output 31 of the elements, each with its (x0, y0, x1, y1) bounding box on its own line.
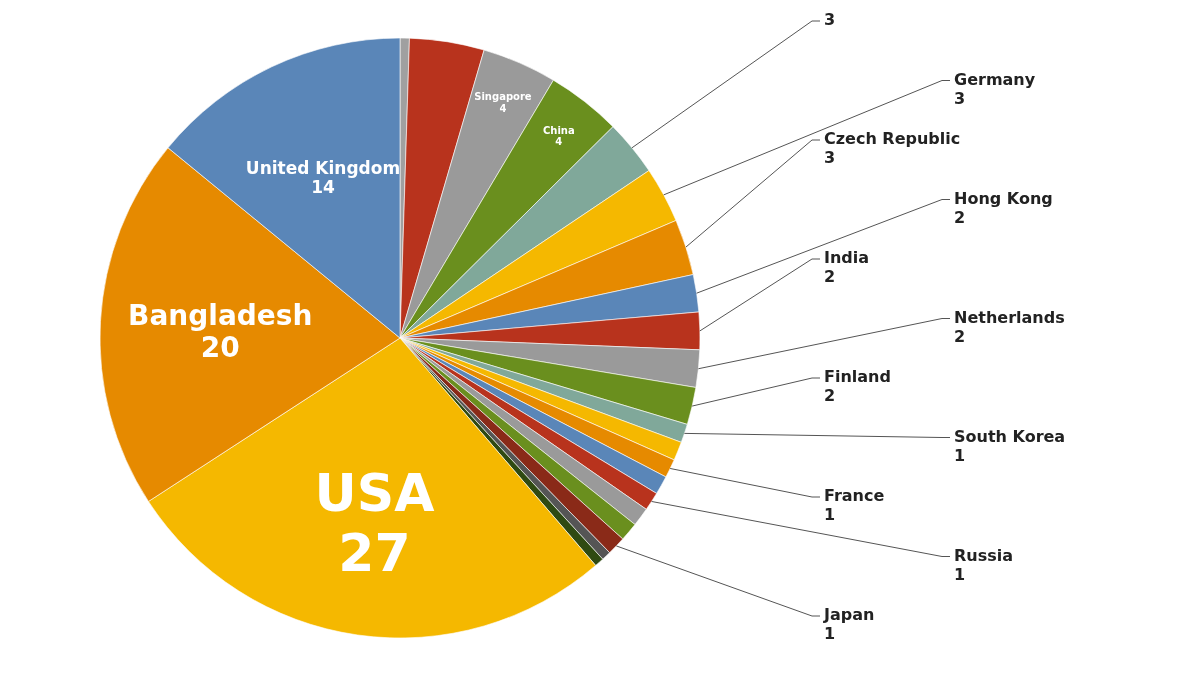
data-label: 1 (954, 564, 966, 584)
slice-label: China (542, 124, 575, 136)
data-label: 1 (824, 505, 836, 524)
slice-label: Japan (823, 605, 875, 624)
data-label: 27 (338, 522, 411, 583)
data-label: 2 (824, 386, 836, 405)
data-label: 4 (499, 102, 507, 114)
data-label: 4 (555, 136, 563, 148)
slice-label: Germany (954, 69, 1036, 89)
data-label: 2 (824, 267, 836, 286)
slice-label: South Korea (954, 426, 1066, 446)
data-label: 3 (824, 10, 836, 29)
data-label: 20 (200, 331, 240, 365)
slice-label: USA (314, 462, 435, 523)
slice-label: Russia (954, 545, 1014, 565)
data-label: 3 (954, 88, 966, 108)
slice-label: Finland (824, 367, 891, 386)
slice-label: Bangladesh (128, 299, 313, 333)
data-label: 2 (954, 207, 966, 227)
data-label: 2 (954, 326, 966, 346)
slice-label: Singapore (474, 91, 532, 103)
slice-label: United Kingdom (245, 157, 401, 178)
data-label: 14 (311, 177, 335, 198)
slice-label: Hong Kong (954, 188, 1053, 208)
data-label: 3 (824, 148, 836, 167)
slice-label: Czech Republic (824, 129, 961, 148)
slice-label: India (824, 248, 870, 267)
slice-label: Netherlands (954, 307, 1065, 327)
slice-label: France (824, 486, 885, 505)
data-label: 1 (824, 624, 836, 643)
data-label: 1 (954, 445, 966, 465)
